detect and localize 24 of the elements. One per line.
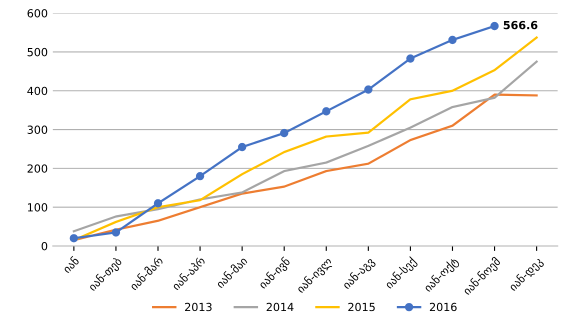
y-tick-label: 100: [28, 203, 48, 212]
point: [154, 199, 162, 208]
legend-label: 2014: [266, 302, 294, 312]
legend-label: 2015: [348, 302, 375, 312]
point: [112, 228, 120, 237]
y-tick-label: 300: [28, 126, 48, 134]
point: [448, 36, 457, 44]
y-tick-label: 600: [28, 9, 48, 18]
point: [364, 85, 373, 94]
y-tick-label: 0: [42, 242, 48, 250]
x-tick-label: იან: [62, 256, 80, 274]
point: [238, 142, 246, 152]
y-tick-label: 500: [28, 48, 48, 56]
y-tick-label: 200: [28, 164, 48, 173]
y-tick-label: 400: [27, 86, 48, 96]
annotation: 566.6: [504, 20, 538, 30]
point: [322, 107, 330, 116]
point: [490, 22, 499, 30]
point: [70, 234, 78, 242]
legend-label: 2016: [430, 302, 457, 312]
point: [196, 172, 204, 180]
point: [280, 128, 288, 138]
point: [406, 54, 415, 63]
legend-label: 2013: [185, 302, 212, 312]
